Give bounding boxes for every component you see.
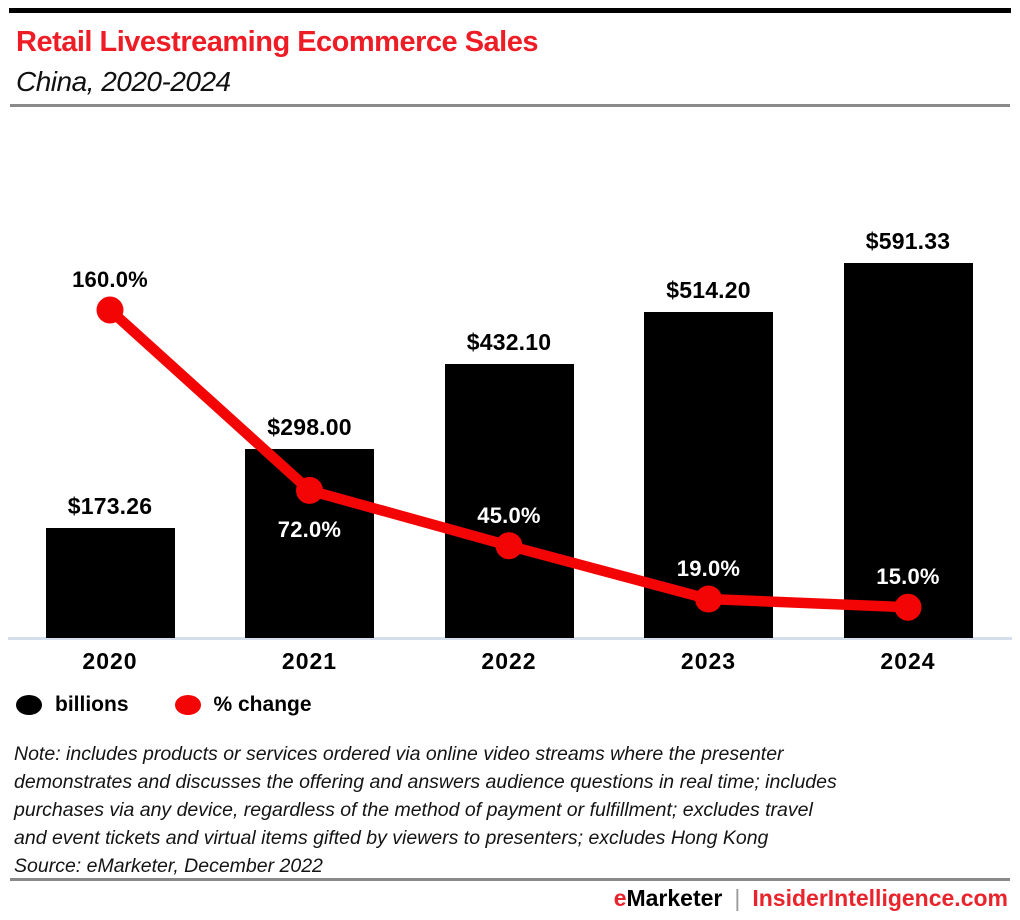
- legend-item-pct-change: % change: [174, 693, 312, 717]
- legend-label-pct-change: % change: [213, 693, 312, 716]
- pct-change-label-2024: 15.0%: [876, 564, 940, 589]
- note-line-3: purchases via any device, regardless of …: [14, 799, 813, 821]
- emarketer-logo-e: e: [613, 885, 627, 911]
- bar-2024: [844, 263, 973, 638]
- bar-value-label-2023: $514.20: [666, 277, 751, 303]
- x-tick-2022: 2022: [481, 648, 537, 674]
- chart-subtitle: China, 2020-2024: [16, 66, 231, 97]
- bar-2020: [46, 528, 175, 638]
- legend-item-billions: billions: [16, 693, 129, 717]
- chart-title: Retail Livestreaming Ecommerce Sales: [16, 26, 538, 58]
- pct-change-point-2024: [894, 593, 922, 621]
- chart-legend: billions % change: [16, 693, 312, 717]
- note-line-2: demonstrates and discusses the offering …: [14, 771, 837, 793]
- emarketer-logo: eMarketer: [614, 885, 723, 912]
- top-rule: [9, 8, 1011, 13]
- header-divider: [10, 104, 1010, 107]
- billions-swatch-icon: [16, 695, 42, 715]
- source-line: Source: eMarketer, December 2022: [14, 855, 323, 877]
- footer-divider: [10, 878, 1010, 881]
- legend-label-billions: billions: [55, 693, 129, 716]
- pct-change-point-2020: [96, 296, 124, 324]
- footer-separator: |: [734, 885, 741, 911]
- note-line-4: and event tickets and virtual items gift…: [14, 827, 769, 849]
- pct-change-point-2022: [495, 532, 523, 560]
- note-block: Note: includes products or services orde…: [14, 740, 1009, 880]
- x-tick-2023: 2023: [680, 648, 737, 674]
- pct-change-label-2022: 45.0%: [477, 503, 541, 528]
- x-tick-2024: 2024: [880, 648, 936, 674]
- pct-change-point-2021: [296, 476, 323, 504]
- x-tick-2020: 2020: [82, 648, 138, 674]
- pct-change-label-2023: 19.0%: [676, 556, 741, 581]
- pct-change-label-2020: 160.0%: [72, 267, 148, 292]
- note-line-1: Note: includes products or services orde…: [14, 743, 784, 765]
- bar-value-label-2024: $591.33: [865, 228, 951, 254]
- bar-value-label-2021: $298.00: [267, 414, 352, 440]
- bar-value-label-2022: $432.10: [466, 329, 552, 355]
- insider-intelligence-link[interactable]: InsiderIntelligence.com: [752, 885, 1008, 911]
- footer: eMarketer | InsiderIntelligence.com: [614, 885, 1008, 912]
- pct-change-label-2021: 72.0%: [277, 517, 342, 542]
- x-axis-line: [8, 637, 1012, 640]
- emarketer-logo-rest: Marketer: [626, 885, 723, 911]
- pct-change-swatch-icon: [174, 695, 201, 715]
- bar-value-label-2020: $173.26: [67, 493, 153, 519]
- x-tick-2021: 2021: [281, 648, 338, 674]
- chart: $173.26 2020 $298.00 2021 $432.10 2022 $514.20…: [8, 228, 1012, 674]
- bar-2022: [445, 364, 574, 638]
- pct-change-line: [96, 296, 922, 621]
- pct-change-point-2023: [695, 585, 722, 613]
